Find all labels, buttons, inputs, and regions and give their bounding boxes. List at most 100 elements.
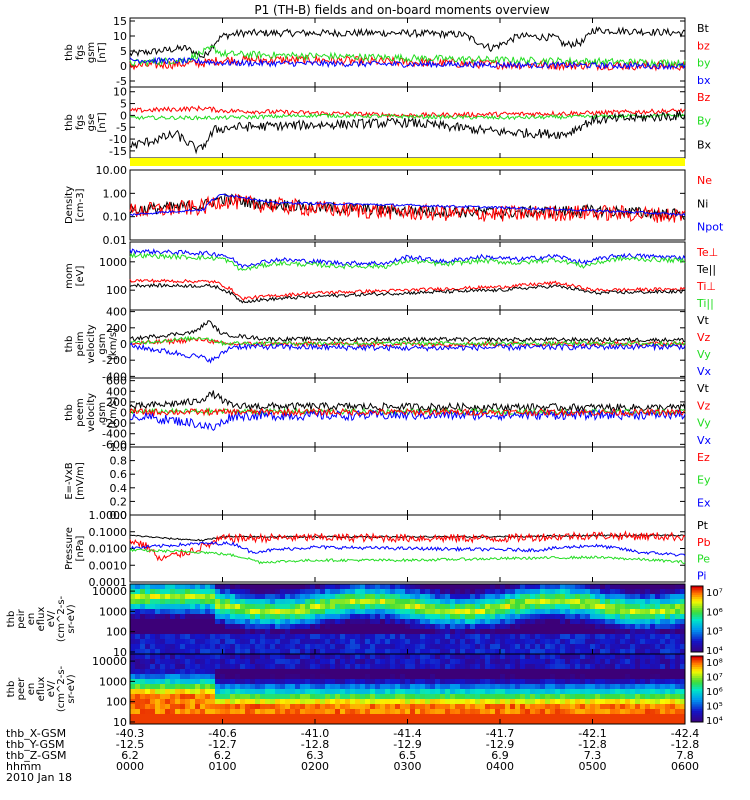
spec-cell: [490, 664, 496, 670]
spec-cell: [425, 594, 431, 600]
spec-cell: [255, 644, 261, 650]
spec-cell: [485, 654, 491, 660]
spec-cell: [550, 704, 556, 710]
spec-cell: [175, 699, 181, 705]
spec-cell: [190, 719, 196, 725]
spec-cell: [135, 684, 141, 690]
spec-cell: [170, 659, 176, 665]
spec-cell: [150, 714, 156, 720]
spec-cell: [340, 609, 346, 615]
spec-cell: [160, 599, 166, 605]
spec-cell: [665, 704, 671, 710]
spec-cell: [280, 604, 286, 610]
spec-cell: [535, 664, 541, 670]
spec-cell: [595, 654, 601, 660]
spec-cell: [305, 704, 311, 710]
spec-cell: [385, 704, 391, 710]
spec-cell: [415, 719, 421, 725]
spec-cell: [535, 609, 541, 615]
spec-cell: [575, 599, 581, 605]
spec-cell: [190, 679, 196, 685]
spec-cell: [470, 659, 476, 665]
y-axis-label: [nPa]: [75, 535, 86, 561]
spec-cell: [445, 604, 451, 610]
spec-cell: [580, 679, 586, 685]
spec-cell: [380, 604, 386, 610]
spec-cell: [180, 679, 186, 685]
spec-cell: [605, 619, 611, 625]
colorbar-frame: [690, 655, 704, 723]
spec-cell: [145, 594, 151, 600]
spec-cell: [435, 629, 441, 635]
spec-cell: [485, 604, 491, 610]
spec-cell: [610, 594, 616, 600]
spec-cell: [620, 649, 626, 655]
axis-row-value: -12.9: [486, 738, 514, 751]
spec-cell: [330, 614, 336, 620]
spec-cell: [160, 719, 166, 725]
spec-cell: [410, 604, 416, 610]
spec-cell: [665, 644, 671, 650]
spec-cell: [225, 644, 231, 650]
spec-cell: [530, 624, 536, 630]
spec-cell: [640, 604, 646, 610]
spec-cell: [520, 654, 526, 660]
spec-cell: [320, 629, 326, 635]
spec-cell: [480, 639, 486, 645]
spec-cell: [440, 679, 446, 685]
spec-cell: [225, 629, 231, 635]
spec-cell: [345, 599, 351, 605]
spec-cell: [205, 639, 211, 645]
spec-cell: [375, 659, 381, 665]
spec-cell: [410, 594, 416, 600]
spec-cell: [355, 644, 361, 650]
y-axis-label: [eV]: [75, 266, 86, 287]
series-by: [129, 45, 686, 69]
spec-cell: [330, 704, 336, 710]
spec-cell: [400, 624, 406, 630]
spec-cell: [255, 664, 261, 670]
spec-cell: [345, 644, 351, 650]
spec-cell: [570, 614, 576, 620]
spec-cell: [460, 694, 466, 700]
spec-cell: [675, 604, 681, 610]
spec-cell: [165, 689, 171, 695]
spec-cell: [525, 644, 531, 650]
spec-cell: [415, 659, 421, 665]
spec-cell: [500, 714, 506, 720]
spec-cell: [300, 689, 306, 695]
spec-cell: [525, 604, 531, 610]
spec-cell: [315, 664, 321, 670]
spec-cell: [625, 664, 631, 670]
spec-cell: [225, 609, 231, 615]
spec-cell: [360, 639, 366, 645]
spec-cell: [345, 594, 351, 600]
spec-cell: [450, 584, 456, 590]
spec-cell: [340, 629, 346, 635]
spec-cell: [255, 619, 261, 625]
spec-cell: [365, 704, 371, 710]
spec-cell: [420, 649, 426, 655]
spec-cell: [240, 659, 246, 665]
spec-cell: [395, 614, 401, 620]
spec-cell: [550, 644, 556, 650]
spec-cell: [465, 629, 471, 635]
spec-cell: [160, 624, 166, 630]
spec-cell: [555, 589, 561, 595]
spec-cell: [255, 649, 261, 655]
spec-cell: [570, 699, 576, 705]
spec-cell: [555, 619, 561, 625]
spec-cell: [345, 694, 351, 700]
spec-cell: [585, 589, 591, 595]
spec-cell: [470, 709, 476, 715]
spec-cell: [505, 624, 511, 630]
spec-cell: [290, 679, 296, 685]
spec-cell: [490, 614, 496, 620]
spec-cell: [310, 619, 316, 625]
y-axis-label: gsm: [97, 402, 108, 423]
spec-cell: [340, 669, 346, 675]
spec-cell: [545, 704, 551, 710]
spec-cell: [655, 719, 661, 725]
series-Npot: [129, 193, 686, 217]
spec-cell: [165, 664, 171, 670]
